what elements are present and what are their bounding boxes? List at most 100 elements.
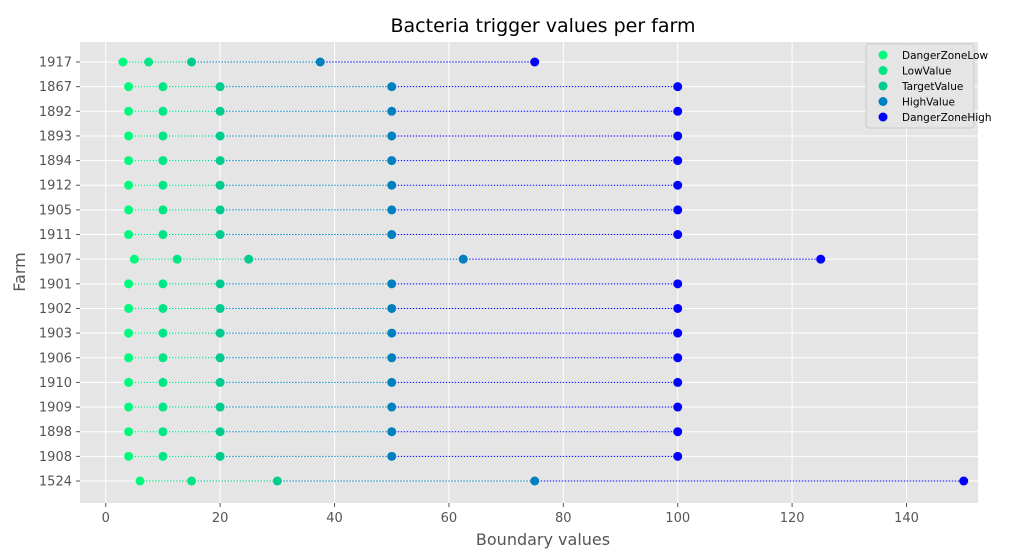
data-point [673,303,683,313]
data-point [215,156,225,166]
data-point [315,57,325,67]
legend-label: LowValue [902,66,952,78]
legend-label: DangerZoneLow [902,50,988,62]
y-tick-label: 1911 [39,228,72,243]
y-axis-title: Farm [10,252,29,291]
data-point [144,57,154,67]
data-point [124,427,134,437]
data-point [673,402,683,412]
data-point [124,82,134,92]
data-point [530,57,540,67]
data-point [387,180,397,190]
data-point [158,180,168,190]
x-tick-label: 80 [555,511,572,526]
data-point [215,303,225,313]
legend-box [865,43,975,129]
data-point [387,328,397,338]
data-point [158,131,168,141]
data-point [124,328,134,338]
data-point [458,254,468,264]
data-point [124,402,134,412]
data-point [215,205,225,215]
data-point [124,303,134,313]
data-point [172,254,182,264]
y-tick-label: 1917 [39,56,72,71]
x-axis-ticks: 0 20 40 60 80 100 120 140 [102,503,919,526]
legend-label: DangerZoneHigh [902,112,991,124]
data-point [215,279,225,289]
data-point [387,402,397,412]
data-point [387,82,397,92]
y-tick-label: 1894 [39,154,72,169]
data-point [124,131,134,141]
data-point [124,279,134,289]
data-point [124,353,134,363]
x-tick-label: 60 [441,511,458,526]
data-point [135,476,145,486]
data-point [387,106,397,116]
legend-marker [878,112,888,122]
data-point [158,279,168,289]
data-point [387,427,397,437]
data-point [673,82,683,92]
x-tick-label: 40 [326,511,343,526]
data-point [673,451,683,461]
grid [80,42,978,503]
data-point [118,57,128,67]
data-point [673,353,683,363]
data-point [158,377,168,387]
data-point [158,230,168,240]
data-point [673,377,683,387]
y-tick-label: 1524 [39,475,72,490]
data-point [215,353,225,363]
data-point [124,377,134,387]
data-point [673,328,683,338]
data-point [215,328,225,338]
y-tick-label: 1906 [39,351,72,366]
data-point [129,254,139,264]
y-tick-label: 1905 [39,203,72,218]
data-point [959,476,969,486]
chart-title: Bacteria trigger values per farm [391,15,696,37]
y-tick-label: 1901 [39,277,72,292]
data-point [215,131,225,141]
data-point [158,402,168,412]
x-tick-label: 140 [894,511,919,526]
data-point [124,205,134,215]
legend: DangerZoneLow LowValue TargetValue HighValu… [865,43,991,129]
data-point [387,451,397,461]
data-point [387,377,397,387]
connector-lines [122,61,964,482]
data-point [187,476,197,486]
data-point [673,180,683,190]
data-point [387,205,397,215]
data-point [387,303,397,313]
data-point [158,328,168,338]
legend-marker [878,97,888,106]
y-tick-label: 1908 [39,450,72,465]
data-point [158,82,168,92]
data-point [673,131,683,141]
x-axis-title: Boundary values [476,530,610,549]
data-point [215,180,225,190]
data-point [158,451,168,461]
y-tick-label: 1903 [39,327,72,342]
data-point [673,230,683,240]
data-point [124,451,134,461]
data-point [124,180,134,190]
y-tick-label: 1907 [39,253,72,268]
data-point [158,156,168,166]
legend-marker [878,66,888,75]
data-point [272,476,282,486]
data-point [124,156,134,166]
data-point [215,230,225,240]
data-point [158,427,168,437]
data-point [158,303,168,313]
data-point [673,205,683,215]
legend-label: TargetValue [901,81,963,93]
legend-label: HighValue [902,97,955,109]
data-points [118,57,969,486]
data-point [387,230,397,240]
data-point [387,279,397,289]
